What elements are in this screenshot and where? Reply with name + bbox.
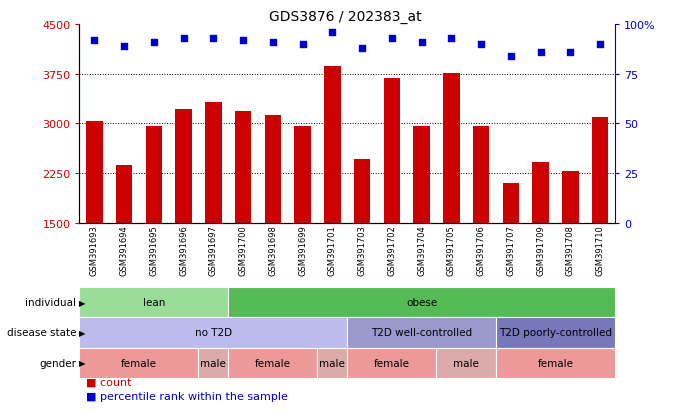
Text: female: female — [255, 358, 291, 368]
Bar — [176, 109, 192, 323]
Point — [208, 36, 219, 42]
Point — [149, 39, 160, 46]
Bar — [473, 127, 489, 323]
Text: disease state: disease state — [6, 328, 76, 338]
Point — [505, 53, 516, 60]
Bar — [592, 117, 608, 323]
Bar — [205, 103, 222, 323]
Bar — [354, 159, 370, 323]
Text: female: female — [538, 358, 574, 368]
Bar — [562, 172, 578, 323]
Text: GDS3876 / 202383_at: GDS3876 / 202383_at — [269, 10, 422, 24]
Point — [119, 43, 130, 50]
Bar — [235, 112, 252, 323]
Point — [89, 37, 100, 44]
Bar — [533, 162, 549, 323]
Point — [416, 39, 427, 46]
Point — [475, 41, 486, 48]
Bar — [294, 127, 311, 323]
Text: lean: lean — [142, 297, 165, 308]
Text: ▶: ▶ — [79, 298, 85, 307]
Point — [297, 41, 308, 48]
Bar — [86, 121, 102, 323]
Bar — [265, 116, 281, 323]
Text: individual: individual — [25, 297, 76, 308]
Text: male: male — [319, 358, 346, 368]
Bar — [146, 127, 162, 323]
Point — [565, 49, 576, 56]
Text: ▶: ▶ — [79, 328, 85, 337]
Text: T2D poorly-controlled: T2D poorly-controlled — [499, 328, 612, 338]
Text: no T2D: no T2D — [195, 328, 232, 338]
Text: male: male — [200, 358, 226, 368]
Text: male: male — [453, 358, 479, 368]
Bar — [443, 74, 460, 323]
Bar — [324, 66, 341, 323]
Point — [238, 37, 249, 44]
Text: female: female — [374, 358, 410, 368]
Point — [446, 36, 457, 42]
Bar — [413, 127, 430, 323]
Text: gender: gender — [39, 358, 76, 368]
Point — [386, 36, 397, 42]
Point — [327, 29, 338, 36]
Point — [357, 45, 368, 52]
Bar — [384, 79, 400, 323]
Point — [594, 41, 605, 48]
Point — [535, 49, 546, 56]
Text: ■ count: ■ count — [86, 377, 132, 387]
Text: T2D well-controlled: T2D well-controlled — [371, 328, 472, 338]
Text: female: female — [121, 358, 157, 368]
Text: ▶: ▶ — [79, 358, 85, 367]
Bar — [502, 184, 519, 323]
Text: ■ percentile rank within the sample: ■ percentile rank within the sample — [86, 392, 288, 401]
Point — [267, 39, 278, 46]
Bar — [116, 165, 132, 323]
Point — [178, 36, 189, 42]
Text: obese: obese — [406, 297, 437, 308]
